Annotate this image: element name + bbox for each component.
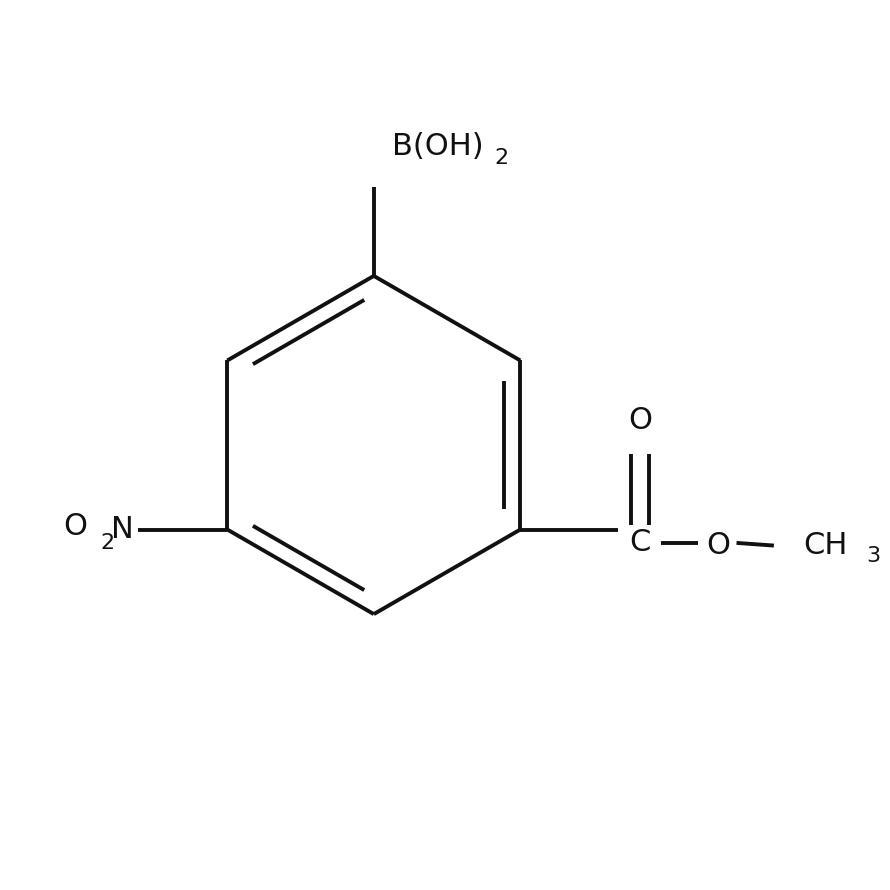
Text: O: O [707,531,731,560]
Text: 2: 2 [494,149,508,168]
Text: O: O [628,406,652,434]
Text: CH: CH [804,531,847,560]
Text: 3: 3 [867,546,880,566]
Text: O: O [63,513,87,541]
Text: N: N [111,515,134,544]
Text: C: C [630,529,651,557]
Text: 2: 2 [101,533,114,553]
Text: B(OH): B(OH) [392,133,483,161]
